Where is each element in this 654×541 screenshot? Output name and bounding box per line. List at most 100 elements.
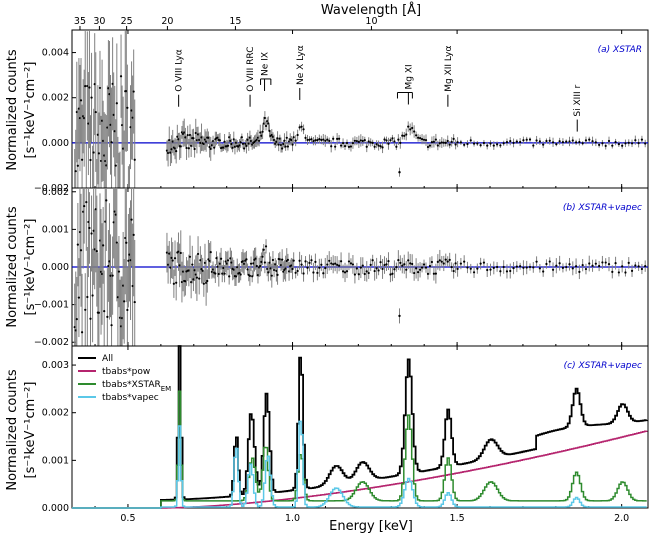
data-point <box>371 259 374 262</box>
data-point <box>489 268 492 271</box>
data-point <box>216 136 219 139</box>
data-point <box>512 266 515 270</box>
data-point <box>198 138 201 142</box>
data-point <box>355 267 358 270</box>
data-point <box>268 261 271 264</box>
data-point <box>122 147 125 150</box>
data-point <box>442 262 445 265</box>
data-point <box>194 131 197 135</box>
data-point <box>285 136 288 139</box>
data-point <box>104 220 107 223</box>
data-point <box>114 213 117 216</box>
data-point <box>324 267 327 270</box>
data-point <box>87 220 90 224</box>
data-point <box>239 141 242 144</box>
data-point <box>393 268 396 271</box>
data-point <box>196 133 200 136</box>
data-point <box>262 248 265 251</box>
data-point <box>175 150 178 153</box>
data-point <box>426 272 430 275</box>
data-point <box>296 269 299 273</box>
data-point <box>132 233 135 236</box>
data-point <box>640 138 644 141</box>
data-point <box>130 109 133 112</box>
data-point <box>116 296 119 299</box>
data-point <box>93 83 96 86</box>
data-point <box>614 262 617 265</box>
data-point <box>509 140 512 143</box>
data-point <box>476 142 479 145</box>
data-point <box>276 137 279 140</box>
data-point <box>296 133 299 137</box>
data-point <box>482 261 486 264</box>
data-point <box>584 267 588 271</box>
data-point <box>375 267 378 270</box>
top-tick-label: 15 <box>229 16 241 27</box>
data-point <box>267 271 270 274</box>
top-tick-label: 35 <box>74 16 86 27</box>
data-point <box>125 241 128 244</box>
data-point <box>177 138 180 141</box>
data-point <box>304 260 307 263</box>
data-point <box>310 259 313 262</box>
data-point <box>255 138 258 141</box>
data-point <box>466 266 469 269</box>
data-point <box>85 201 88 204</box>
data-point <box>555 143 558 146</box>
data-point <box>420 266 424 269</box>
data-point <box>210 270 213 273</box>
data-point <box>203 138 207 141</box>
data-point <box>173 257 177 260</box>
data-point <box>442 141 445 144</box>
data-point <box>112 113 115 116</box>
data-point <box>353 139 356 142</box>
panel-a: −0.002 0.000 0.002 0.004 (a) XSTAR 35 30 25 20 15… <box>34 16 649 194</box>
data-point <box>314 260 317 263</box>
data-point <box>272 138 276 142</box>
data-point <box>448 143 451 146</box>
data-point <box>207 258 210 261</box>
data-point <box>411 126 414 130</box>
line-label: Ne IX <box>261 52 271 76</box>
data-point <box>284 267 287 270</box>
y-tick-label: 0.000 <box>42 262 69 273</box>
data-point <box>630 142 634 145</box>
data-point <box>601 142 604 145</box>
data-point <box>454 143 457 146</box>
data-point <box>105 164 108 167</box>
data-point <box>411 262 414 266</box>
legend-subscript: EM <box>161 385 171 393</box>
data-point <box>525 266 528 269</box>
data-point <box>505 270 509 273</box>
data-point <box>119 75 123 78</box>
data-point <box>111 274 114 277</box>
legend-label: tbabs*XSTAREM <box>102 380 171 393</box>
data-point <box>226 144 230 147</box>
data-point <box>286 258 290 262</box>
data-point <box>192 137 195 140</box>
data-point <box>266 267 269 271</box>
data-point <box>316 139 319 142</box>
data-point <box>193 269 196 272</box>
data-point <box>278 137 281 140</box>
data-point <box>120 123 124 127</box>
data-point <box>129 259 132 262</box>
data-point <box>581 142 584 145</box>
data-point <box>291 143 294 146</box>
data-point <box>436 260 439 263</box>
data-point <box>571 267 574 270</box>
data-point <box>180 131 184 134</box>
data-point <box>167 151 170 155</box>
data-point <box>82 210 85 213</box>
data-point <box>292 259 295 262</box>
data-point <box>275 269 278 273</box>
data-point <box>398 314 401 318</box>
data-point <box>594 141 597 144</box>
data-point <box>168 138 171 142</box>
data-point <box>588 138 591 141</box>
data-point <box>574 141 578 144</box>
data-point <box>367 271 370 275</box>
data-point <box>542 270 545 273</box>
data-point <box>100 119 104 122</box>
data-point <box>515 140 518 143</box>
